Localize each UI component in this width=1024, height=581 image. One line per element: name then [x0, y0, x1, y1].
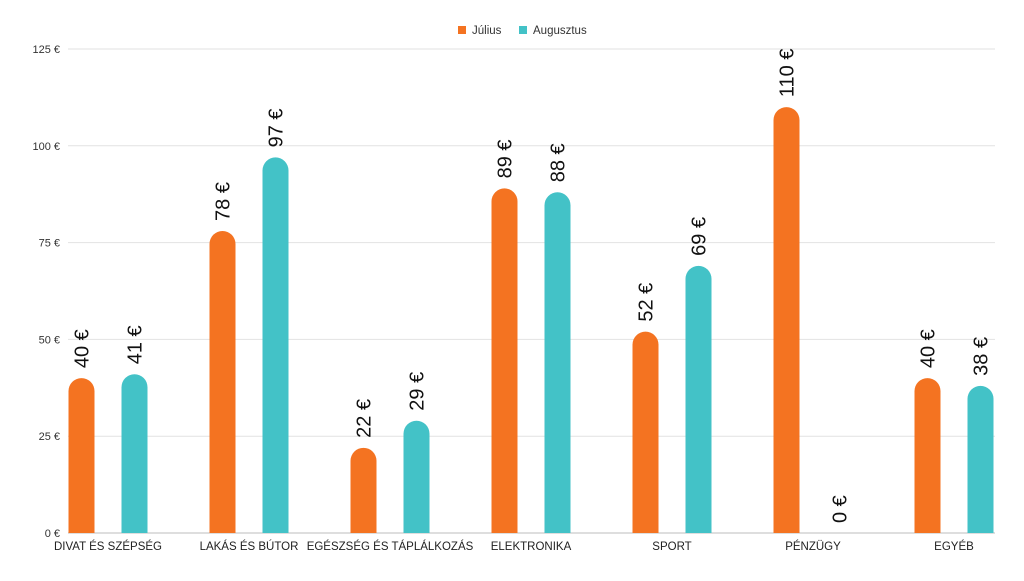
data-label: 0 € — [830, 495, 852, 523]
data-label: 89 € — [495, 139, 517, 178]
bar-julius — [914, 378, 941, 533]
bar-julius — [209, 230, 236, 533]
data-label: 97 € — [266, 108, 288, 147]
y-tick-label: 25 € — [39, 431, 60, 443]
data-label: 88 € — [548, 143, 570, 182]
y-tick-label: 75 € — [39, 238, 60, 250]
data-label: 69 € — [689, 217, 711, 256]
data-label: 38 € — [971, 337, 993, 376]
x-tick-label: SPORT — [652, 541, 691, 553]
bar-julius — [632, 331, 659, 533]
y-tick-label: 50 € — [39, 334, 60, 346]
data-label: 40 € — [72, 329, 94, 368]
legend-swatch — [458, 26, 466, 34]
bar-julius — [350, 447, 377, 533]
bar-augusztus — [403, 420, 430, 533]
data-label: 110 € — [777, 49, 799, 98]
data-label: 78 € — [213, 182, 235, 221]
y-tick-label: 0 € — [45, 528, 60, 540]
legend-label: Augusztus — [533, 25, 587, 37]
y-tick-label: 100 € — [32, 141, 60, 153]
bar-augusztus — [544, 192, 571, 533]
x-tick-label: LAKÁS ÉS BÚTOR — [200, 540, 299, 553]
bar-augusztus — [121, 374, 148, 533]
bar-julius — [773, 107, 800, 533]
x-tick-label: EGÉSZSÉG ÉS TÁPLÁLKOZÁS — [307, 540, 474, 553]
bar-augusztus — [967, 385, 994, 533]
legend-label: Július — [472, 25, 502, 37]
data-label: 52 € — [636, 283, 658, 322]
data-label: 41 € — [125, 325, 147, 364]
data-label: 29 € — [407, 372, 429, 411]
bar-julius — [491, 188, 518, 533]
data-label: 40 € — [918, 329, 940, 368]
x-tick-label: DIVAT ÉS SZÉPSÉG — [54, 540, 162, 553]
data-label: 22 € — [354, 399, 376, 438]
legend-swatch — [519, 26, 527, 34]
y-tick-label: 125 € — [32, 44, 60, 56]
x-tick-label: PÉNZÜGY — [785, 540, 841, 553]
x-tick-label: ELEKTRONIKA — [491, 541, 572, 553]
bar-augusztus — [685, 265, 712, 533]
x-tick-label: EGYÉB — [934, 540, 974, 553]
bar-augusztus — [262, 157, 289, 533]
bar-julius — [68, 378, 95, 533]
